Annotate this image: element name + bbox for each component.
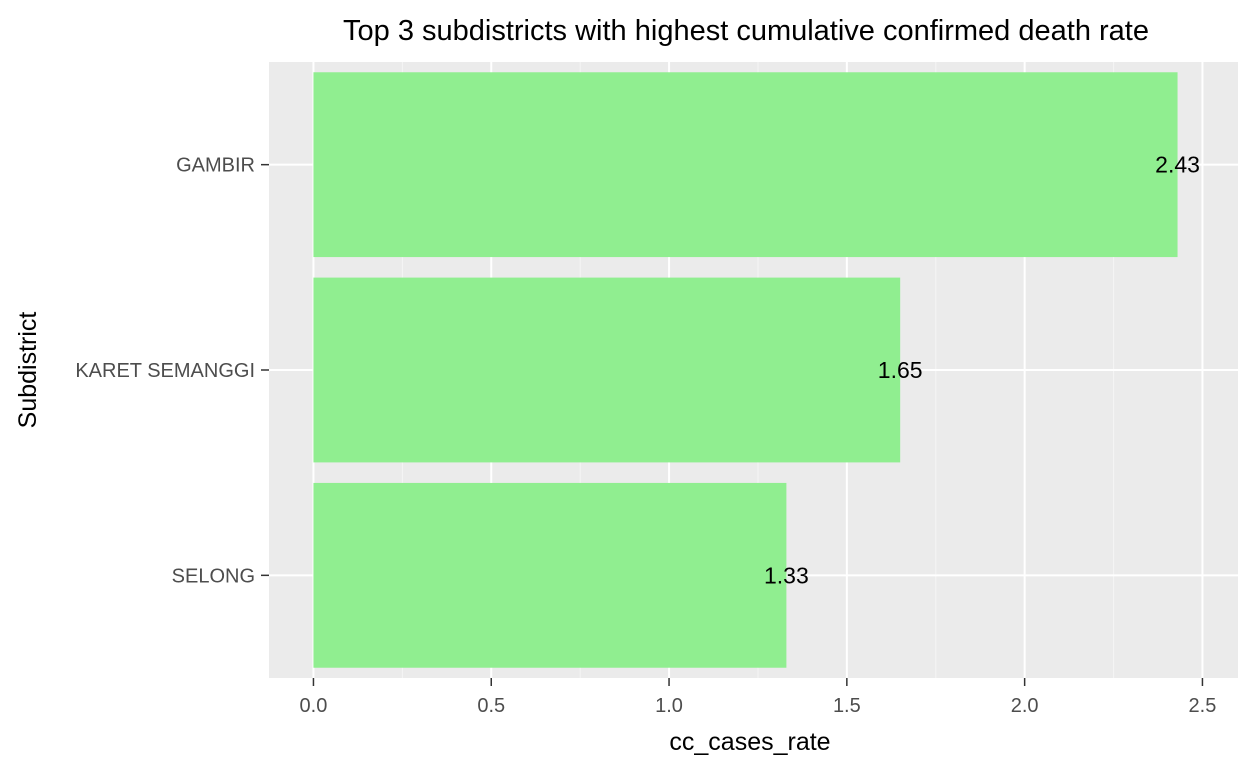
y-tick-label: KARET SEMANGGI (75, 360, 255, 382)
bar-karet-semanggi (313, 277, 901, 463)
data-label: 1.65 (878, 357, 923, 383)
x-tick-label: 2.5 (1189, 695, 1217, 717)
x-tick-label: 2.0 (1011, 695, 1039, 717)
y-axis-title: Subdistrict (14, 312, 42, 429)
x-axis: 0.0 0.5 1.0 1.5 2.0 2.5 (300, 678, 1217, 717)
x-tick-label: 0.5 (477, 695, 505, 717)
chart-title: Top 3 subdistricts with highest cumulati… (343, 15, 1149, 47)
y-tick-label: SELONG (172, 565, 255, 587)
bars (313, 72, 1178, 668)
y-axis: GAMBIR KARET SEMANGGI SELONG (75, 155, 269, 587)
bar-gambir (313, 72, 1178, 258)
x-tick-label: 0.0 (300, 695, 328, 717)
x-axis-title: cc_cases_rate (669, 728, 830, 756)
bar-selong (313, 482, 787, 668)
data-label: 2.43 (1155, 152, 1200, 178)
x-tick-label: 1.5 (833, 695, 861, 717)
y-tick-label: GAMBIR (176, 155, 255, 177)
data-label: 1.33 (764, 562, 809, 588)
x-tick-label: 1.0 (655, 695, 683, 717)
data-labels: 2.43 1.65 1.33 (764, 152, 1200, 589)
